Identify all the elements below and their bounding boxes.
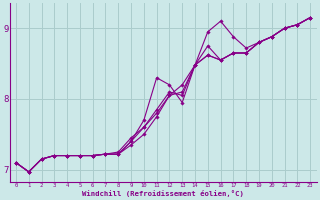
X-axis label: Windchill (Refroidissement éolien,°C): Windchill (Refroidissement éolien,°C) — [82, 190, 244, 197]
